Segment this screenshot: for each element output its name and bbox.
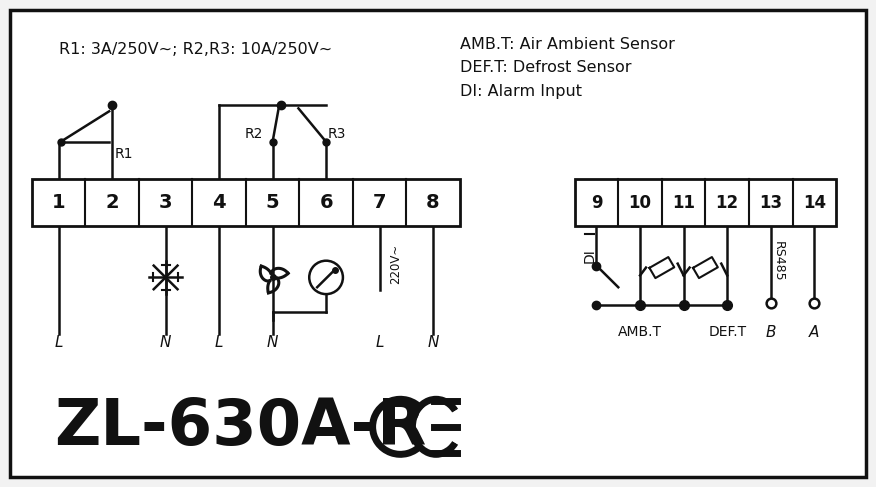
Bar — [575, 179, 837, 226]
Text: R1: 3A/250V~; R2,R3: 10A/250V~: R1: 3A/250V~; R2,R3: 10A/250V~ — [59, 41, 332, 56]
Polygon shape — [693, 257, 717, 278]
Text: 7: 7 — [373, 193, 386, 212]
Text: A: A — [809, 325, 820, 340]
Text: 11: 11 — [672, 194, 696, 212]
Text: L: L — [215, 335, 223, 350]
Text: 4: 4 — [212, 193, 226, 212]
Text: ZL-630A-R: ZL-630A-R — [53, 396, 426, 458]
Text: 220V~: 220V~ — [390, 244, 402, 284]
Text: 9: 9 — [590, 194, 603, 212]
Text: 6: 6 — [319, 193, 333, 212]
Text: N: N — [160, 335, 172, 350]
Polygon shape — [649, 257, 675, 278]
Text: 8: 8 — [427, 193, 440, 212]
Text: 3: 3 — [159, 193, 173, 212]
Text: 5: 5 — [265, 193, 279, 212]
Text: 13: 13 — [759, 194, 782, 212]
Text: B: B — [766, 325, 776, 340]
Circle shape — [309, 261, 343, 294]
Text: N: N — [427, 335, 439, 350]
Text: RS485: RS485 — [773, 241, 785, 281]
Text: 14: 14 — [802, 194, 826, 212]
Text: L: L — [375, 335, 384, 350]
Text: N: N — [267, 335, 279, 350]
Text: R2: R2 — [245, 127, 263, 141]
Text: DEF.T: Defrost Sensor: DEF.T: Defrost Sensor — [460, 60, 632, 75]
Text: R3: R3 — [328, 127, 346, 141]
Text: 2: 2 — [105, 193, 119, 212]
Text: 10: 10 — [629, 194, 652, 212]
Bar — [32, 179, 460, 226]
Text: 12: 12 — [716, 194, 738, 212]
Text: L: L — [54, 335, 63, 350]
Text: DEF.T: DEF.T — [708, 325, 746, 339]
Text: DI: Alarm Input: DI: Alarm Input — [460, 84, 582, 99]
Text: 1: 1 — [52, 193, 66, 212]
Text: R1: R1 — [115, 147, 134, 161]
Text: AMB.T: AMB.T — [618, 325, 662, 339]
Text: AMB.T: Air Ambient Sensor: AMB.T: Air Ambient Sensor — [460, 37, 675, 52]
Text: DI: DI — [583, 248, 597, 263]
